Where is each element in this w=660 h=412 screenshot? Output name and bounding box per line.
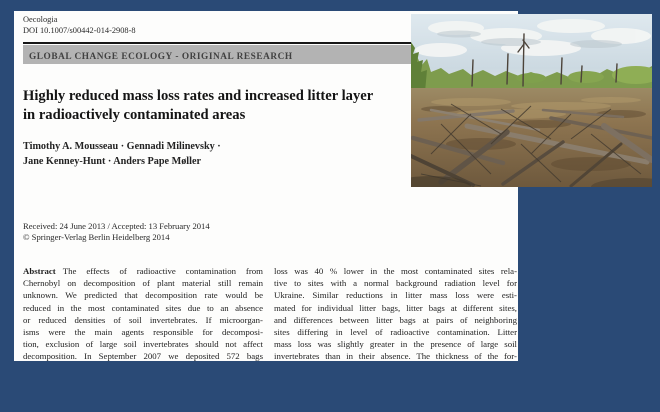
abstract-line: mated for individual litter bags, litter… (274, 302, 517, 313)
abstract-line: decomposition. In September 2007 we depo… (23, 351, 263, 361)
abstract-line: reduced in the most contaminated sites d… (23, 302, 263, 313)
abstract-line: tive to sites with a normal background r… (274, 278, 517, 289)
doi-line: DOI 10.1007/s00442-014-2908-8 (23, 26, 136, 35)
article-title-line2: in radioactively contaminated areas (23, 106, 246, 123)
dead-forest-illustration (411, 14, 652, 187)
author-line1: Timothy A. Mousseau · Gennadi Milinevsky… (23, 141, 221, 152)
abstract-text: The effects of radioactive contamination… (62, 266, 263, 276)
abstract-line: Abstract The effects of radioactive conta… (23, 265, 263, 277)
publication-history: Received: 24 June 2013 / Accepted: 13 Fe… (23, 221, 343, 243)
abstract-line: Chernobyl on decomposition of plant mate… (23, 278, 263, 289)
copyright-line: © Springer-Verlag Berlin Heidelberg 2014 (23, 232, 170, 243)
abstract-line: unknown. We predicted that decomposition… (23, 290, 263, 301)
abstract-line: isms were the main agents responsible fo… (23, 326, 263, 337)
received-accepted-line: Received: 24 June 2013 / Accepted: 13 Fe… (23, 221, 210, 231)
abstract-line: mass loss was slightly greater in the pr… (274, 339, 517, 350)
abstract-left-column: Abstract The effects of radioactive conta… (23, 265, 263, 361)
abstract-line: invertebrates than in their absence. The… (274, 351, 517, 361)
abstract-line: loss was 40 % lower in the most contamin… (274, 266, 517, 276)
abstract-right-column: loss was 40 % lower in the most contamin… (274, 265, 517, 361)
abstract-line: and differences between litter bags at p… (274, 314, 517, 325)
dead-forest-photo (411, 14, 652, 187)
header-rule (23, 42, 517, 44)
abstract-label: Abstract (23, 266, 56, 276)
author-list: Timothy A. Mousseau · Gennadi Milinevsky… (23, 139, 343, 169)
section-banner-label: GLOBAL CHANGE ECOLOGY - ORIGINAL RESEARC… (29, 52, 293, 62)
abstract-line: sites differing in level of radioactive … (274, 326, 517, 337)
abstract-line: tion, exclusion of large soil invertebra… (23, 339, 263, 350)
author-line2: Jane Kenney-Hunt · Anders Pape Møller (23, 156, 201, 167)
section-banner: GLOBAL CHANGE ECOLOGY - ORIGINAL RESEARC… (23, 45, 517, 64)
article-title-line1: Highly reduced mass loss rates and incre… (23, 88, 374, 104)
abstract-line: Ukraine. Similar reductions in litter ma… (274, 290, 517, 301)
article-title: Highly reduced mass loss rates and incre… (23, 87, 423, 124)
journal-name: Oecologia (23, 15, 58, 24)
abstract-line: or reduced densities of soil invertebrat… (23, 314, 263, 325)
